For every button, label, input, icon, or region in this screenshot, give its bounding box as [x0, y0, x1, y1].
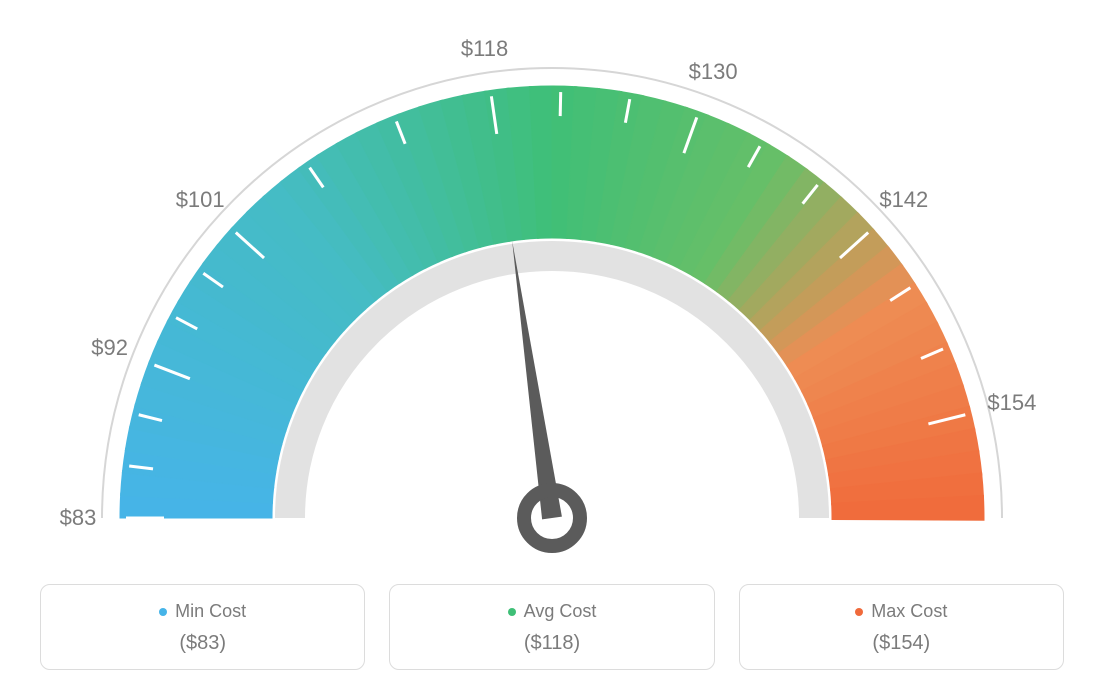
avg-cost-label: Avg Cost — [524, 601, 597, 622]
min-cost-card: Min Cost ($83) — [40, 584, 365, 670]
max-cost-card: Max Cost ($154) — [739, 584, 1064, 670]
avg-dot-icon — [508, 608, 516, 616]
gauge-tick-label: $83 — [60, 505, 97, 531]
gauge-tick-label: $101 — [176, 187, 225, 213]
avg-cost-title: Avg Cost — [508, 601, 597, 622]
min-dot-icon — [159, 608, 167, 616]
avg-cost-value: ($118) — [390, 632, 713, 655]
max-cost-value: ($154) — [740, 632, 1063, 655]
max-cost-title: Max Cost — [855, 601, 947, 622]
gauge-tick-label: $142 — [879, 187, 928, 213]
max-cost-label: Max Cost — [871, 601, 947, 622]
min-cost-value: ($83) — [41, 632, 364, 655]
gauge-tick-label: $92 — [91, 335, 128, 361]
gauge-svg — [0, 0, 1104, 560]
gauge-tick-label: $130 — [689, 59, 738, 85]
min-cost-title: Min Cost — [159, 601, 246, 622]
legend-cards: Min Cost ($83) Avg Cost ($118) Max Cost … — [0, 584, 1104, 670]
gauge-chart: $83 $92 $101 $118 $130 $142 $154 — [0, 0, 1104, 560]
gauge-tick-label: $154 — [987, 390, 1036, 416]
avg-cost-card: Avg Cost ($118) — [389, 584, 714, 670]
max-dot-icon — [855, 608, 863, 616]
min-cost-label: Min Cost — [175, 601, 246, 622]
gauge-tick-label: $118 — [461, 36, 508, 62]
